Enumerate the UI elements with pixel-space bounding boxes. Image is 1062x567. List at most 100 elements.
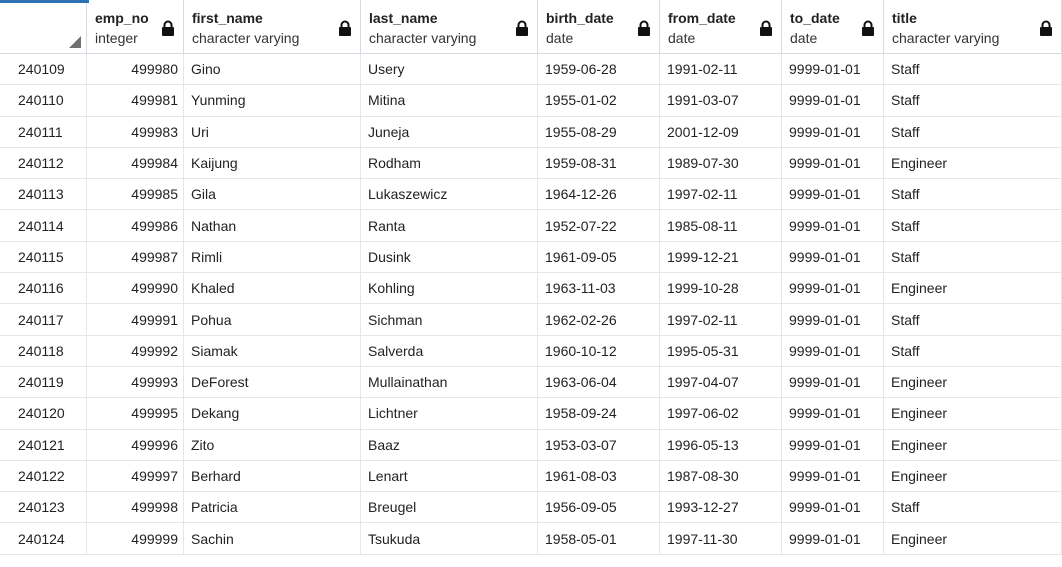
cell-to-date[interactable]: 9999-01-01 — [782, 116, 884, 147]
cell-first-name[interactable]: DeForest — [184, 366, 361, 398]
cell-from-date[interactable]: 2001-12-09 — [660, 116, 782, 147]
cell-first-name[interactable]: Nathan — [184, 210, 361, 241]
cell-birth-date[interactable]: 1961-09-05 — [538, 241, 660, 273]
column-header-from-date[interactable]: from_date date — [660, 0, 782, 53]
row-number[interactable]: 240115 — [0, 241, 87, 273]
cell-title[interactable]: Staff — [884, 116, 1062, 147]
cell-first-name[interactable]: Patricia — [184, 492, 361, 523]
cell-emp-no[interactable]: 499992 — [87, 335, 184, 366]
row-number[interactable]: 240119 — [0, 366, 87, 398]
cell-first-name[interactable]: Uri — [184, 116, 361, 147]
table-row[interactable]: 240116 499990 Khaled Kohling 1963-11-03 1999-… — [0, 273, 1062, 305]
column-header-to-date[interactable]: to_date date — [782, 0, 884, 53]
table-row[interactable]: 240119 499993 DeForest Mullainathan 1963-06-… — [0, 366, 1062, 399]
cell-from-date[interactable]: 1993-12-27 — [660, 492, 782, 523]
table-row[interactable]: 240122 499997 Berhard Lenart 1961-08-03 1987-… — [0, 460, 1062, 493]
cell-last-name[interactable]: Lukaszewicz — [361, 179, 538, 210]
cell-first-name[interactable]: Gino — [184, 54, 361, 85]
cell-title[interactable]: Staff — [884, 304, 1062, 335]
cell-to-date[interactable]: 9999-01-01 — [782, 429, 884, 460]
row-number[interactable]: 240120 — [0, 398, 87, 429]
cell-birth-date[interactable]: 1959-06-28 — [538, 54, 660, 85]
cell-to-date[interactable]: 9999-01-01 — [782, 85, 884, 116]
cell-title[interactable]: Staff — [884, 179, 1062, 210]
cell-emp-no[interactable]: 499983 — [87, 116, 184, 147]
cell-from-date[interactable]: 1996-05-13 — [660, 429, 782, 460]
cell-emp-no[interactable]: 499980 — [87, 54, 184, 85]
table-row[interactable]: 240112 499984 Kaijung Rodham 1959-08-31 1989-… — [0, 147, 1062, 180]
cell-to-date[interactable]: 9999-01-01 — [782, 335, 884, 366]
column-header-birth-date[interactable]: birth_date date — [538, 0, 660, 53]
cell-title[interactable]: Staff — [884, 492, 1062, 523]
cell-title[interactable]: Staff — [884, 54, 1062, 85]
cell-first-name[interactable]: Pohua — [184, 304, 361, 335]
row-number[interactable]: 240112 — [0, 147, 87, 179]
cell-first-name[interactable]: Khaled — [184, 273, 361, 304]
cell-last-name[interactable]: Breugel — [361, 492, 538, 523]
cell-to-date[interactable]: 9999-01-01 — [782, 460, 884, 492]
cell-last-name[interactable]: Mullainathan — [361, 366, 538, 398]
cell-birth-date[interactable]: 1953-03-07 — [538, 429, 660, 460]
cell-last-name[interactable]: Sichman — [361, 304, 538, 335]
cell-birth-date[interactable]: 1962-02-26 — [538, 304, 660, 335]
cell-emp-no[interactable]: 499987 — [87, 241, 184, 273]
row-number[interactable]: 240118 — [0, 335, 87, 366]
cell-birth-date[interactable]: 1958-05-01 — [538, 523, 660, 554]
cell-title[interactable]: Staff — [884, 335, 1062, 366]
cell-first-name[interactable]: Dekang — [184, 398, 361, 429]
cell-from-date[interactable]: 1999-10-28 — [660, 273, 782, 304]
cell-first-name[interactable]: Sachin — [184, 523, 361, 554]
cell-emp-no[interactable]: 499999 — [87, 523, 184, 554]
cell-emp-no[interactable]: 499996 — [87, 429, 184, 460]
cell-from-date[interactable]: 1985-08-11 — [660, 210, 782, 241]
cell-emp-no[interactable]: 499990 — [87, 273, 184, 304]
table-row[interactable]: 240117 499991 Pohua Sichman 1962-02-26 1997-0… — [0, 304, 1062, 336]
cell-to-date[interactable]: 9999-01-01 — [782, 54, 884, 85]
cell-to-date[interactable]: 9999-01-01 — [782, 304, 884, 335]
cell-from-date[interactable]: 1991-03-07 — [660, 85, 782, 116]
cell-title[interactable]: Engineer — [884, 366, 1062, 398]
cell-to-date[interactable]: 9999-01-01 — [782, 273, 884, 304]
row-number[interactable]: 240121 — [0, 429, 87, 460]
cell-birth-date[interactable]: 1958-09-24 — [538, 398, 660, 429]
row-number[interactable]: 240117 — [0, 304, 87, 335]
cell-first-name[interactable]: Kaijung — [184, 147, 361, 179]
cell-birth-date[interactable]: 1955-08-29 — [538, 116, 660, 147]
row-number[interactable]: 240109 — [0, 54, 87, 85]
cell-birth-date[interactable]: 1959-08-31 — [538, 147, 660, 179]
table-row[interactable]: 240123 499998 Patricia Breugel 1956-09-05 199… — [0, 492, 1062, 524]
cell-to-date[interactable]: 9999-01-01 — [782, 523, 884, 554]
cell-from-date[interactable]: 1997-02-11 — [660, 179, 782, 210]
cell-from-date[interactable]: 1997-04-07 — [660, 366, 782, 398]
cell-birth-date[interactable]: 1963-11-03 — [538, 273, 660, 304]
cell-from-date[interactable]: 1995-05-31 — [660, 335, 782, 366]
column-header-title[interactable]: title character varying — [884, 0, 1062, 53]
cell-to-date[interactable]: 9999-01-01 — [782, 366, 884, 398]
column-header-emp-no[interactable]: emp_no integer — [87, 0, 184, 53]
cell-birth-date[interactable]: 1960-10-12 — [538, 335, 660, 366]
cell-title[interactable]: Engineer — [884, 398, 1062, 429]
cell-title[interactable]: Staff — [884, 85, 1062, 116]
row-number[interactable]: 240116 — [0, 273, 87, 304]
cell-first-name[interactable]: Yunming — [184, 85, 361, 116]
cell-to-date[interactable]: 9999-01-01 — [782, 492, 884, 523]
row-number[interactable]: 240123 — [0, 492, 87, 523]
cell-first-name[interactable]: Berhard — [184, 460, 361, 492]
cell-last-name[interactable]: Salverda — [361, 335, 538, 366]
column-header-first-name[interactable]: first_name character varying — [184, 0, 361, 53]
cell-last-name[interactable]: Lichtner — [361, 398, 538, 429]
table-row[interactable]: 240114 499986 Nathan Ranta 1952-07-22 1985-08… — [0, 210, 1062, 242]
table-row[interactable]: 240110 499981 Yunming Mitina 1955-01-02 1991-… — [0, 85, 1062, 117]
cell-title[interactable]: Engineer — [884, 429, 1062, 460]
cell-emp-no[interactable]: 499993 — [87, 366, 184, 398]
cell-last-name[interactable]: Juneja — [361, 116, 538, 147]
row-number[interactable]: 240124 — [0, 523, 87, 554]
row-number[interactable]: 240110 — [0, 85, 87, 116]
table-row[interactable]: 240118 499992 Siamak Salverda 1960-10-12 1995… — [0, 335, 1062, 367]
cell-emp-no[interactable]: 499995 — [87, 398, 184, 429]
cell-first-name[interactable]: Zito — [184, 429, 361, 460]
cell-title[interactable]: Engineer — [884, 523, 1062, 554]
cell-emp-no[interactable]: 499985 — [87, 179, 184, 210]
cell-to-date[interactable]: 9999-01-01 — [782, 241, 884, 273]
cell-birth-date[interactable]: 1961-08-03 — [538, 460, 660, 492]
